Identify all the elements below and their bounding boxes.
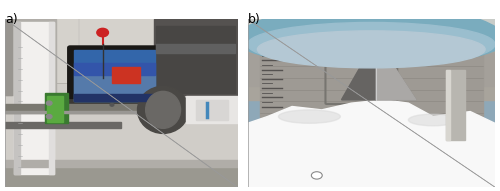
Circle shape (46, 101, 52, 105)
FancyBboxPatch shape (60, 100, 164, 111)
Bar (5, 19, 56, 95)
Bar (14, 23, 20, 174)
Ellipse shape (268, 123, 302, 143)
Bar (5, 104, 180, 113)
Bar (74, 75, 155, 101)
Ellipse shape (235, 12, 500, 66)
Bar (14, 23, 54, 174)
Bar (44, 93, 68, 123)
Bar (186, 96, 238, 123)
Polygon shape (342, 39, 376, 100)
Bar (154, 19, 238, 95)
Bar (5, 122, 121, 128)
Ellipse shape (312, 128, 356, 152)
Bar (196, 100, 228, 120)
Polygon shape (342, 39, 416, 100)
Ellipse shape (258, 31, 485, 68)
Circle shape (97, 28, 108, 37)
FancyBboxPatch shape (68, 46, 161, 105)
Circle shape (46, 115, 52, 119)
Bar (446, 70, 450, 140)
Bar (112, 67, 140, 83)
Bar (248, 41, 495, 100)
Polygon shape (376, 39, 416, 100)
Polygon shape (248, 100, 495, 187)
Bar (156, 44, 235, 53)
Bar (446, 70, 466, 140)
Ellipse shape (138, 86, 188, 133)
Bar (260, 46, 482, 117)
Ellipse shape (248, 23, 495, 66)
Text: b): b) (248, 13, 260, 26)
Bar (156, 26, 235, 93)
Bar (74, 63, 155, 75)
Bar (5, 19, 237, 83)
Circle shape (110, 104, 114, 106)
Bar (74, 94, 155, 101)
Ellipse shape (450, 142, 480, 159)
Bar (5, 19, 12, 95)
Ellipse shape (229, 3, 500, 96)
Bar (49, 23, 54, 174)
Ellipse shape (408, 114, 458, 126)
Ellipse shape (278, 110, 340, 123)
Ellipse shape (352, 154, 390, 170)
Bar (248, 53, 495, 187)
Bar (5, 162, 237, 187)
Circle shape (312, 172, 322, 179)
Bar (47, 96, 63, 122)
Bar (74, 50, 155, 101)
Ellipse shape (242, 16, 500, 96)
Ellipse shape (146, 91, 180, 128)
Bar (5, 160, 237, 167)
Ellipse shape (392, 149, 424, 164)
Text: a): a) (5, 13, 18, 26)
Ellipse shape (364, 126, 404, 148)
Ellipse shape (408, 136, 443, 154)
Bar (5, 111, 180, 113)
Ellipse shape (294, 149, 324, 165)
Bar (248, 53, 495, 86)
